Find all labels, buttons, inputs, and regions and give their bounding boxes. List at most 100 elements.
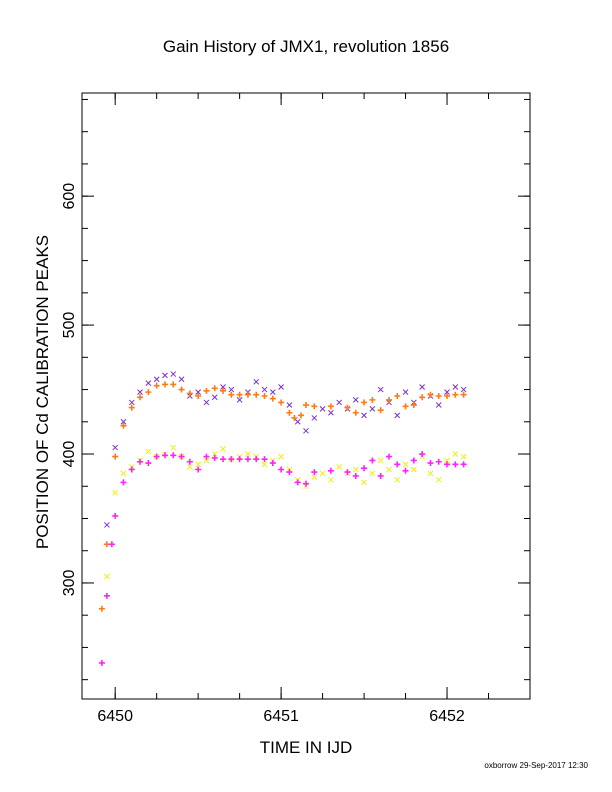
data-point [195,466,202,473]
data-point [103,592,110,599]
data-point [244,391,251,398]
data-point [278,384,284,390]
data-point [327,403,334,410]
data-point [352,409,359,416]
data-point [402,403,409,410]
x-axis-label: TIME IN IJD [260,738,353,757]
data-point [211,451,218,457]
data-point [352,466,359,473]
series-1 [98,381,467,612]
data-point [361,399,368,406]
data-point [98,605,105,612]
data-point [435,476,442,483]
data-point [261,461,268,468]
data-point [128,466,135,473]
data-point [145,460,152,467]
data-point [377,407,384,414]
data-point [394,476,401,483]
data-point [236,391,243,398]
data-point [128,399,135,406]
y-axis-label: POSITION OF Cd CALIBRATION PEAKS [33,235,52,549]
data-point [444,461,451,468]
data-point [98,659,105,666]
data-point [435,393,442,399]
data-point [327,467,334,474]
data-point [377,457,384,464]
data-point [303,427,309,434]
data-point [311,403,318,410]
data-point [369,396,376,403]
data-point [303,480,309,487]
data-point [261,386,268,393]
data-point [211,454,218,461]
data-point [112,453,119,460]
data-point [186,390,193,397]
data-point [410,466,417,473]
data-point [369,406,376,412]
data-point [211,394,218,401]
data-point [170,452,177,459]
data-point [253,456,260,463]
data-point [178,376,185,383]
data-point [203,387,210,394]
axis-ticks: 6450 6451 6452 300 400 500 600 [61,93,531,725]
series-0 [104,371,467,528]
data-point [269,389,276,395]
data-point [120,422,127,429]
data-point [245,451,251,457]
data-point [145,380,152,386]
data-point [120,418,127,425]
data-point [161,381,168,388]
data-point [228,386,235,393]
data-point [319,470,326,477]
x-tick-label: 6451 [263,708,299,725]
y-tick-label: 300 [61,570,78,597]
data-point [137,394,144,401]
data-point [253,378,260,385]
data-point [427,470,434,477]
data-point [162,372,168,379]
data-point [427,391,434,398]
data-point [170,444,177,451]
data-point [253,391,260,398]
data-point [269,460,276,467]
data-point [244,456,251,463]
data-point [178,453,185,460]
data-point [186,464,193,470]
data-point [261,456,268,463]
data-point [203,399,210,406]
data-point [170,371,177,377]
data-point [361,412,367,419]
data-point [460,386,467,393]
data-point [385,453,392,460]
data-point [427,460,434,467]
data-point [377,472,384,479]
x-tick-label: 6452 [429,708,465,725]
data-point [286,402,293,408]
data-point [269,395,276,402]
data-point [195,393,202,399]
data-point [452,391,459,398]
data-point [291,414,298,421]
y-tick-label: 400 [61,441,78,468]
data-point [394,412,401,419]
data-point [369,457,376,464]
data-point [203,453,210,460]
data-point [377,386,384,393]
data-point [104,522,110,528]
data-point [278,453,284,460]
data-point [344,404,351,411]
data-point [153,453,160,460]
data-point [402,461,409,468]
data-point [311,415,318,421]
data-point [137,458,144,465]
data-point [170,381,177,388]
data-point [278,399,285,406]
data-point [336,464,343,470]
data-point [298,412,305,419]
data-point [145,389,152,396]
data-point [394,461,401,468]
data-point [228,391,235,398]
data-point [128,404,135,411]
data-point [336,399,343,406]
